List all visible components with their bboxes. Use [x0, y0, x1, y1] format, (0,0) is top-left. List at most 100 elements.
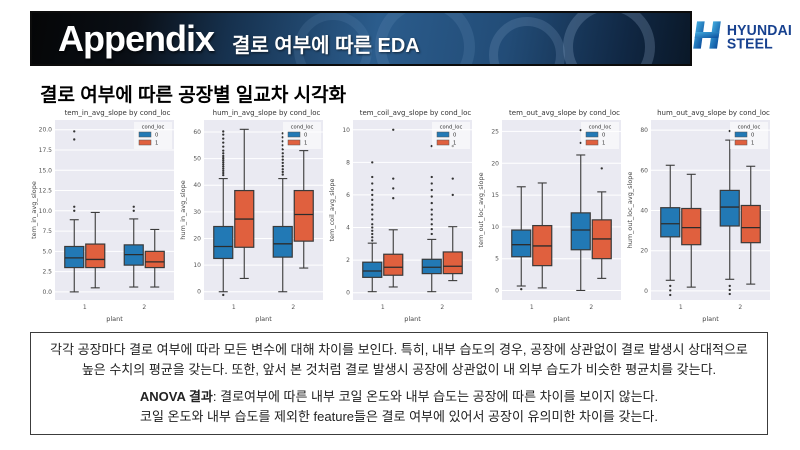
svg-text:cond_loc: cond_loc	[291, 125, 314, 131]
svg-text:tem_in_avg_slope: tem_in_avg_slope	[30, 181, 38, 239]
boxplot-tem-out-avg-slope: 0 5 10 15 20 25 1 2 plant tem_out_loc_avg_slope te…	[475, 106, 624, 328]
svg-text:0: 0	[155, 133, 158, 139]
svg-text:17.5: 17.5	[39, 147, 53, 154]
svg-text:cond_loc: cond_loc	[589, 125, 612, 131]
svg-text:0: 0	[751, 133, 754, 139]
svg-text:2: 2	[142, 304, 146, 311]
svg-text:30: 30	[193, 209, 201, 216]
boxplot-hum-out-avg-slope: 0 20 40 60 80 1 2 plant hum_out_loc_avg_slope hum…	[624, 106, 773, 328]
section-title: 결로 여부에 따른 공장별 일교차 시각화	[40, 85, 347, 106]
summary-paragraph: 각각 공장마다 결로 여부에 따라 모든 변수에 대해 차이를 보인다. 특히,…	[50, 342, 748, 377]
svg-text:cond_loc: cond_loc	[738, 125, 761, 131]
svg-text:60: 60	[640, 167, 648, 174]
svg-text:60: 60	[193, 129, 201, 136]
logo-text-steel: STEEL	[726, 35, 773, 53]
svg-text:20: 20	[640, 248, 648, 255]
svg-text:cond_loc: cond_loc	[142, 125, 165, 131]
boxplot-hum-in-avg-slope: 0 10 20 30 40 50 60 1 2 plant hum_in_avg_slope hum_…	[177, 106, 326, 328]
svg-text:1: 1	[155, 141, 158, 147]
svg-text:2: 2	[738, 304, 742, 311]
svg-text:2: 2	[291, 304, 295, 311]
svg-text:10.0: 10.0	[39, 208, 53, 215]
svg-text:25: 25	[491, 128, 499, 135]
svg-text:hum_out_loc_avg_slope: hum_out_loc_avg_slope	[626, 172, 634, 249]
anova-label: ANOVA 결과	[139, 389, 213, 404]
svg-text:0: 0	[453, 133, 456, 139]
svg-text:plant: plant	[404, 315, 421, 323]
anova-result-line: ANOVA 결과: 결로여부에 따른 내부 코일 온도와 내부 습도는 공장에 …	[47, 387, 751, 407]
svg-text:tem_coil_avg_slope: tem_coil_avg_slope	[328, 178, 336, 241]
svg-text:0: 0	[495, 288, 499, 295]
coil-decoration-icon	[294, 13, 372, 64]
svg-text:15.0: 15.0	[39, 167, 53, 174]
svg-text:tem_out_loc_avg_slope: tem_out_loc_avg_slope	[477, 172, 485, 247]
logo-text: HYUNDAI STEEL	[726, 21, 792, 53]
svg-text:20: 20	[491, 160, 499, 167]
svg-text:1: 1	[530, 304, 534, 311]
svg-text:1: 1	[453, 141, 456, 147]
svg-text:20: 20	[193, 236, 201, 243]
svg-text:2.5: 2.5	[42, 269, 52, 276]
svg-text:0: 0	[346, 290, 350, 297]
header-banner: Appendix 결로 여부에 따른 EDA	[30, 11, 692, 66]
svg-text:80: 80	[640, 127, 648, 134]
svg-text:1: 1	[679, 304, 683, 311]
summary-box: 각각 공장마다 결로 여부에 따라 모든 변수에 대해 차이를 보인다. 특히,…	[30, 332, 768, 435]
svg-text:1: 1	[381, 304, 385, 311]
svg-text:0: 0	[197, 289, 201, 296]
svg-text:50: 50	[193, 156, 201, 163]
svg-text:10: 10	[491, 224, 499, 231]
svg-text:40: 40	[640, 208, 648, 215]
svg-text:plant: plant	[553, 315, 570, 323]
svg-text:plant: plant	[702, 315, 719, 323]
svg-text:10: 10	[342, 127, 350, 134]
svg-text:6: 6	[346, 192, 350, 199]
svg-text:0: 0	[304, 133, 307, 139]
svg-text:1: 1	[304, 141, 307, 147]
hyundai-h-icon	[689, 17, 723, 58]
svg-text:hum_in_avg_slope: hum_in_avg_slope	[179, 180, 187, 240]
coil-decoration-icon	[489, 17, 565, 64]
svg-text:1: 1	[83, 304, 87, 311]
boxplot-svg: 0.0 2.5 5.0 7.5 10.0 12.5 15.0 17.5 20.0 1 2 plant t…	[30, 109, 174, 323]
svg-text:10: 10	[193, 262, 201, 269]
svg-text:40: 40	[193, 182, 201, 189]
coil-decoration-icon	[375, 13, 475, 64]
svg-text:2: 2	[346, 257, 350, 264]
svg-text:0.0: 0.0	[42, 289, 52, 296]
anova-text: : 결로여부에 따른 내부 코일 온도와 내부 습도는 공장에 따른 차이를 보…	[212, 389, 659, 404]
svg-text:0: 0	[602, 133, 605, 139]
appendix-title: Appendix	[58, 17, 215, 59]
boxplot-svg: 0 20 40 60 80 1 2 plant hum_out_loc_avg_slope hum…	[626, 109, 770, 323]
svg-text:1: 1	[232, 304, 236, 311]
svg-text:20.0: 20.0	[39, 127, 53, 134]
svg-text:plant: plant	[255, 315, 272, 323]
svg-text:plant: plant	[106, 315, 123, 323]
svg-text:tem_in_avg_slope by cond_loc: tem_in_avg_slope by cond_loc	[65, 109, 171, 117]
svg-text:tem_out_avg_slope by cond_loc: tem_out_avg_slope by cond_loc	[509, 109, 620, 117]
svg-text:5.0: 5.0	[42, 248, 52, 255]
svg-text:2: 2	[440, 304, 444, 311]
logo-text-hyundai: HYUNDAI	[726, 21, 792, 39]
svg-text:cond_loc: cond_loc	[440, 125, 463, 131]
svg-text:hum_in_avg_slope by cond_loc: hum_in_avg_slope by cond_loc	[213, 109, 321, 117]
boxplot-tem-in-avg-slope: 0.0 2.5 5.0 7.5 10.0 12.5 15.0 17.5 20.0 1 2 plant t…	[28, 106, 177, 328]
header-subtitle: 결로 여부에 따른 EDA	[232, 35, 420, 57]
boxplot-tem-coil-avg-slope: 0 2 4 6 8 10 1 2 plant tem_coil_avg_slope tem_coil…	[326, 106, 475, 328]
svg-text:7.5: 7.5	[42, 228, 52, 235]
svg-text:1: 1	[602, 141, 605, 147]
svg-text:4: 4	[346, 225, 350, 232]
svg-text:8: 8	[346, 159, 350, 166]
svg-text:12.5: 12.5	[39, 188, 53, 195]
svg-text:0: 0	[644, 288, 648, 295]
svg-text:1: 1	[751, 141, 754, 147]
hyundai-steel-logo: HYUNDAI STEEL	[689, 17, 792, 58]
anova-result-line2: 코일 온도와 내부 습도를 제외한 feature들은 결로 여부에 있어서 공…	[140, 408, 658, 424]
svg-text:tem_coil_avg_slope by cond_loc: tem_coil_avg_slope by cond_loc	[360, 109, 472, 117]
coil-decoration-icon	[563, 13, 655, 64]
svg-text:2: 2	[589, 304, 593, 311]
